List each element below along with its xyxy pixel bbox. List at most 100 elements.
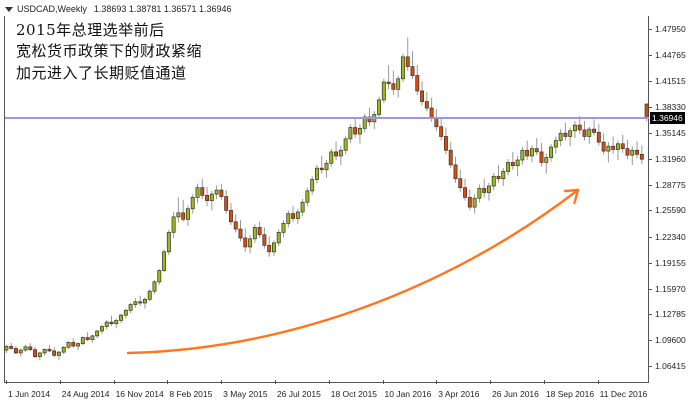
- date-tick-label: 10 Jan 2016: [384, 389, 432, 399]
- candle-body-bearish: [582, 129, 587, 137]
- annotation-line-1: 2015年总理选举前后: [16, 21, 165, 39]
- price-tick: [649, 81, 652, 83]
- date-tick: [382, 380, 384, 384]
- candle-body-bullish: [529, 148, 534, 157]
- candle-body-bearish: [415, 75, 420, 92]
- candle-body-bearish: [353, 127, 358, 135]
- price-tick-label: 1.28775: [655, 179, 686, 190]
- candle-body-bearish: [391, 83, 396, 90]
- date-tick-label: 26 Jul 2015: [276, 389, 321, 399]
- candle-body-bearish: [510, 162, 515, 167]
- candle-body-bearish: [458, 178, 463, 188]
- candle-body-bullish: [544, 157, 549, 163]
- candle-body-bullish: [166, 231, 171, 253]
- candle-body-bullish: [587, 128, 592, 137]
- candle-body-bullish: [23, 346, 28, 351]
- candle-body-bullish: [56, 351, 61, 356]
- candle-body-bearish: [635, 149, 640, 155]
- current-price-tag: 1.36946: [650, 112, 685, 125]
- candle-body-bearish: [267, 244, 272, 253]
- candle-body-bullish: [362, 116, 367, 129]
- candle-body-bullish: [396, 78, 401, 90]
- candle-body-bearish: [539, 151, 544, 163]
- candle-body-bearish: [228, 210, 233, 223]
- candle-body-bullish: [4, 346, 9, 351]
- candle-body-bullish: [123, 309, 128, 316]
- date-tick: [597, 380, 599, 384]
- candle-body-bullish: [276, 231, 281, 244]
- price-axis[interactable]: 1.47950 1.44765 1.41515 1.38330 1.35145 1.319…: [649, 0, 692, 403]
- candle-body-bearish: [448, 149, 453, 166]
- candle-body-bearish: [424, 101, 429, 109]
- candle-body-bullish: [162, 251, 167, 271]
- price-tick-label: 1.44765: [655, 49, 686, 60]
- candle-body-bullish: [128, 304, 133, 311]
- candle-body-bullish: [76, 343, 81, 347]
- candle-body-bearish: [405, 56, 410, 67]
- price-tick-label: 1.41515: [655, 76, 686, 87]
- candle-body-bearish: [463, 187, 468, 198]
- candle-body-bearish: [592, 128, 597, 133]
- candle-body-bearish: [257, 227, 262, 236]
- candle-body-bearish: [482, 188, 487, 193]
- candle-body-bullish: [119, 314, 124, 321]
- date-tick-label: 18 Sep 2016: [545, 389, 595, 399]
- bottom-axis-line: [4, 382, 649, 383]
- candle-body-bullish: [195, 187, 200, 198]
- price-tick: [649, 54, 652, 56]
- candle-body-bullish: [295, 211, 300, 219]
- candle-body-bullish: [214, 189, 219, 195]
- price-tick-label: 1.35145: [655, 127, 686, 138]
- date-axis[interactable]: 1 Jun 2014 24 Aug 2014 16 Nov 2014 8 Feb 20…: [0, 380, 692, 403]
- candle-body-bearish: [420, 90, 425, 102]
- annotation-line-3: 加元进入了长期贬值通道: [16, 63, 187, 82]
- date-tick-label: 3 Apr 2016: [438, 389, 480, 399]
- date-tick-label: 8 Feb 2015: [169, 389, 213, 399]
- candle-body-bullish: [568, 130, 573, 137]
- candle-body-bullish: [286, 213, 291, 224]
- chart-annotation-text: 2015年总理选举前后 宽松货币政策下的财政紧缩 加元进入了长期贬值通道: [16, 20, 202, 84]
- price-tick: [649, 28, 652, 30]
- candle-body-bearish: [410, 66, 415, 76]
- candle-body-bearish: [219, 189, 224, 197]
- candle-body-bearish: [13, 348, 18, 354]
- candle-body-bullish: [606, 145, 611, 152]
- candle-body-bearish: [601, 141, 606, 152]
- triangle-down-icon[interactable]: [5, 6, 13, 12]
- candle-body-bullish: [310, 179, 315, 192]
- price-tick: [649, 158, 652, 160]
- candle-body-bearish: [644, 103, 649, 119]
- candle-body-bearish: [47, 348, 52, 352]
- candle-body-bullish: [314, 167, 319, 180]
- candle-body-bullish: [477, 188, 482, 199]
- candle-body-bearish: [200, 187, 205, 196]
- candle-body-bullish: [553, 140, 558, 148]
- candle-body-bullish: [95, 330, 100, 337]
- candle-body-bearish: [33, 349, 38, 357]
- candle-body-bearish: [525, 149, 530, 157]
- candle-body-bearish: [596, 132, 601, 143]
- candle-body-bearish: [224, 196, 229, 211]
- candle-body-bearish: [9, 346, 14, 349]
- candle-body-bearish: [138, 301, 143, 304]
- price-tick: [649, 366, 652, 368]
- candle-body-bullish: [549, 146, 554, 158]
- candle-body-bearish: [467, 197, 472, 208]
- date-tick: [274, 380, 276, 384]
- candle-body-bullish: [37, 352, 42, 357]
- candle-body-bullish: [300, 201, 305, 213]
- candle-body-bullish: [615, 143, 620, 150]
- candle-body-bearish: [28, 346, 33, 351]
- candle-body-bearish: [291, 213, 296, 219]
- candle-body-bearish: [611, 145, 616, 150]
- date-tick: [113, 380, 115, 384]
- candle-body-bearish: [625, 148, 630, 156]
- candle-body-bullish: [400, 56, 405, 80]
- plot-area[interactable]: [4, 16, 649, 383]
- price-tick: [649, 262, 652, 264]
- candle-body-bearish: [109, 321, 114, 325]
- price-tick: [649, 210, 652, 212]
- candle-body-bearish: [233, 221, 238, 230]
- candle-body-bullish: [152, 281, 157, 292]
